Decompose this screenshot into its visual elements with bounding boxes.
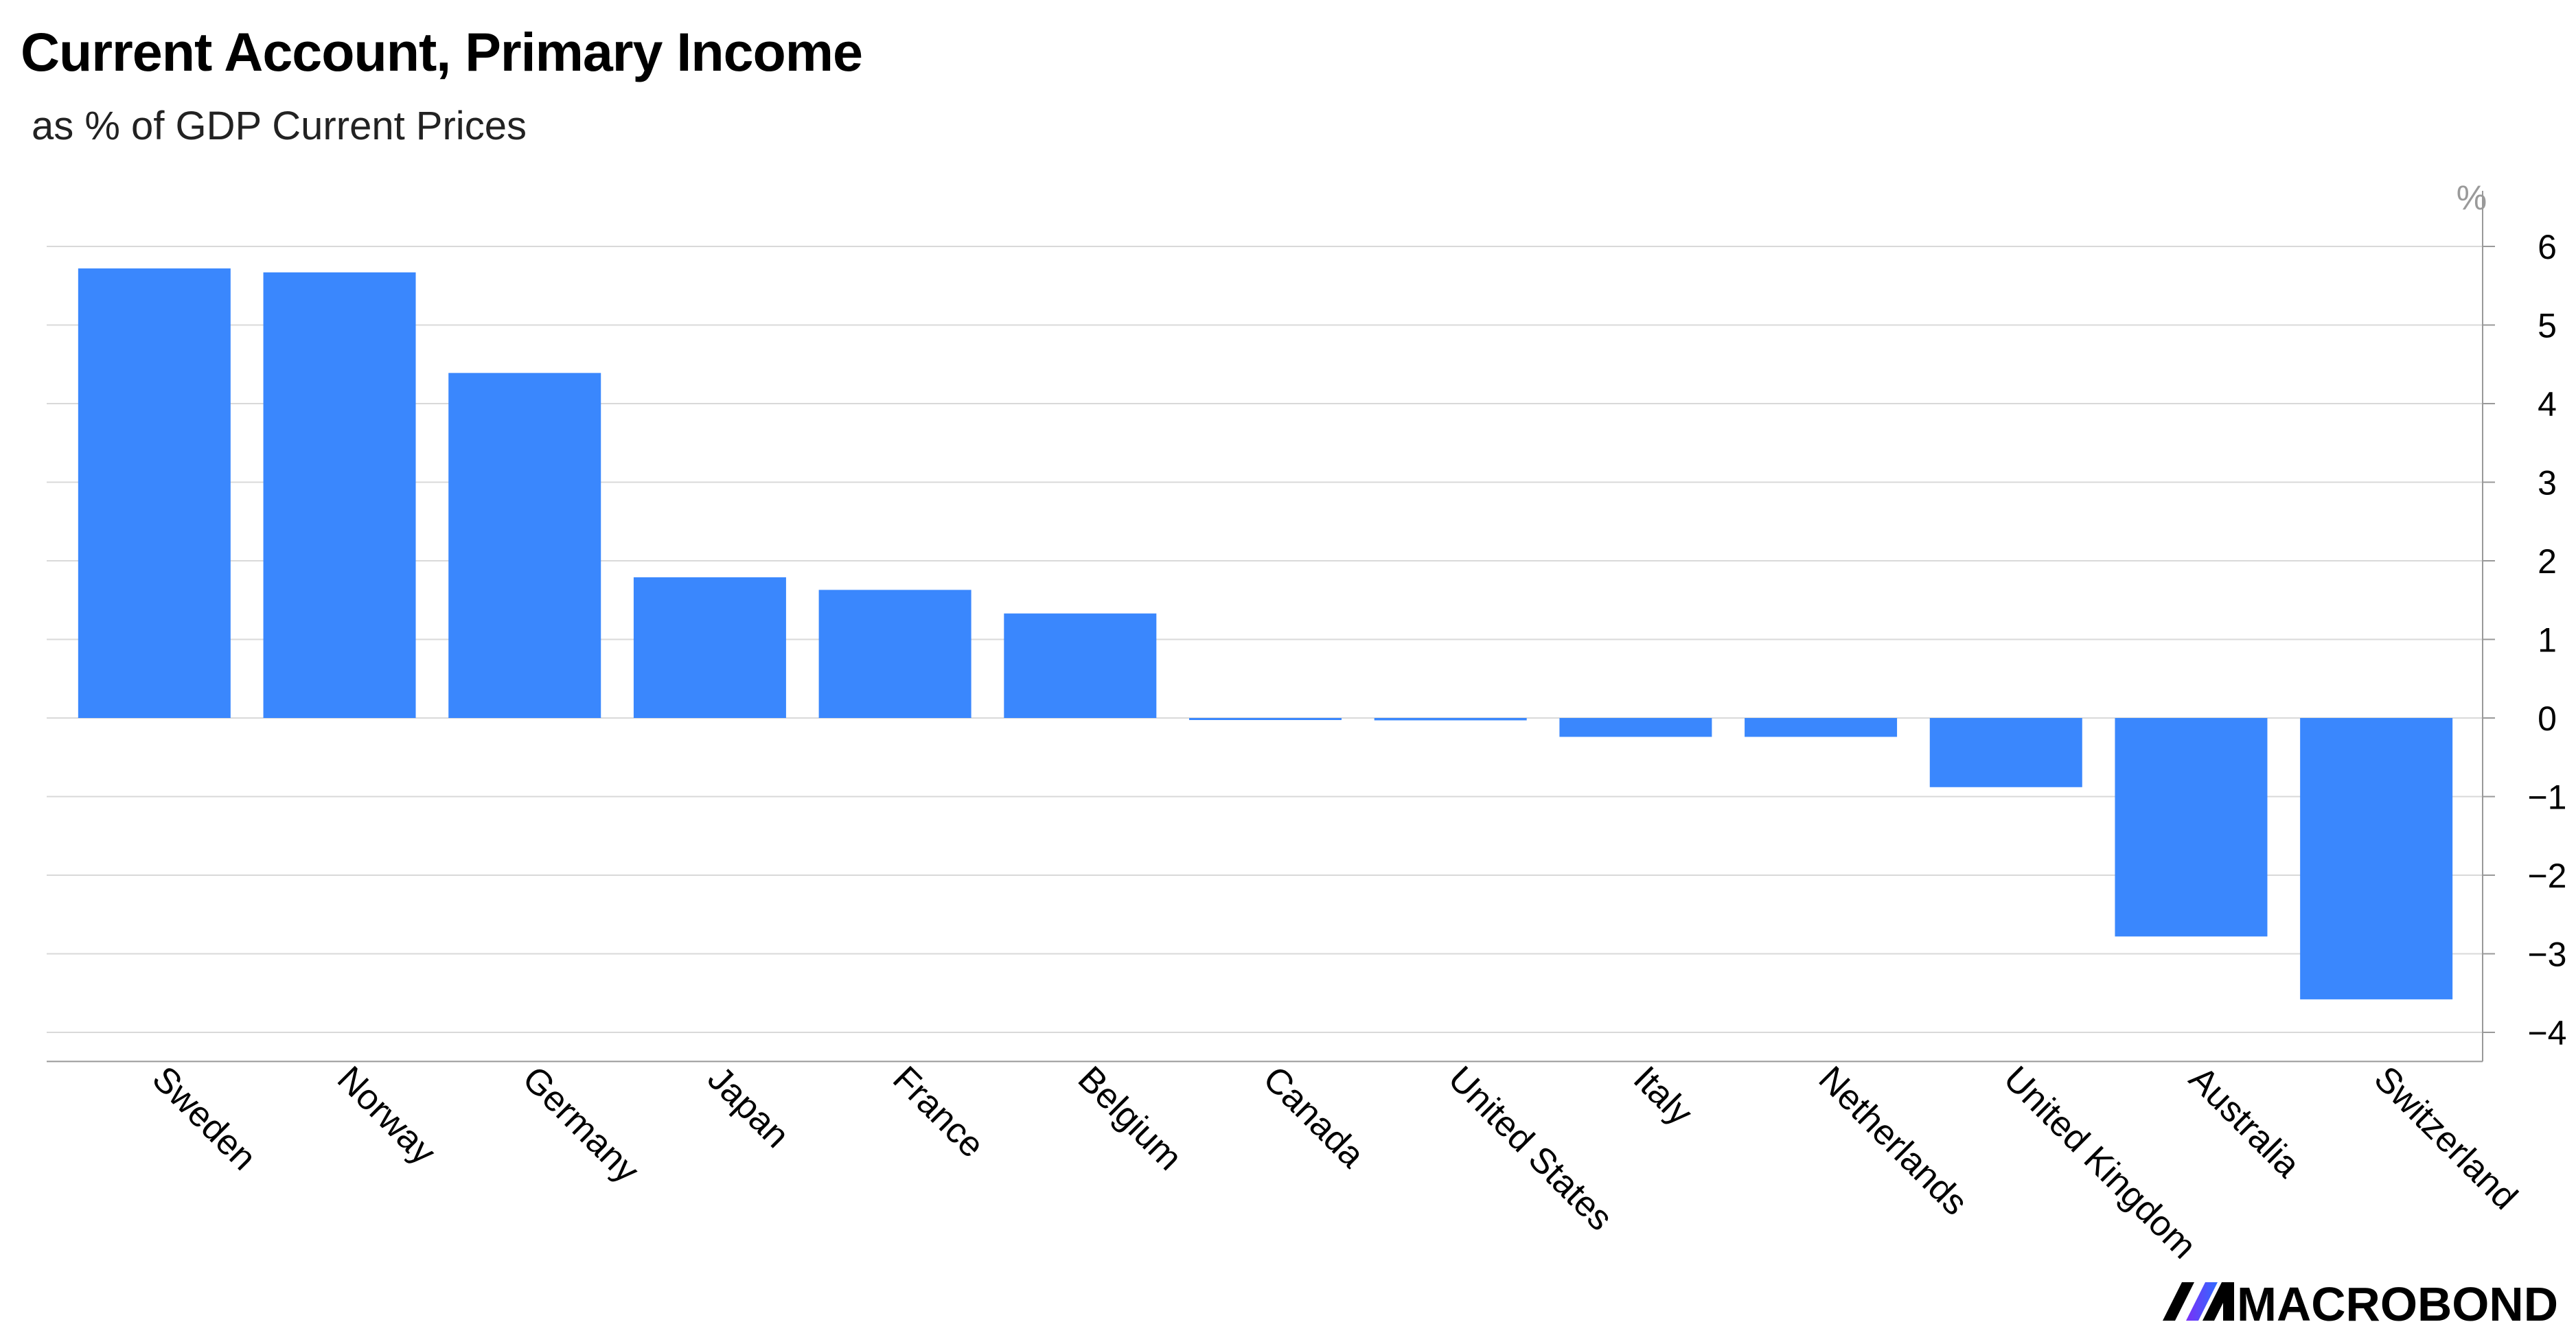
chart-subtitle: as % of GDP Current Prices <box>32 104 527 148</box>
x-tick-label: Switzerland <box>2367 1058 2525 1217</box>
bar-netherlands <box>1745 718 1898 737</box>
x-tick-label: Canada <box>1256 1058 1372 1175</box>
macrobond-logo: MACROBOND <box>2163 1278 2558 1322</box>
bar-belgium <box>1004 613 1157 718</box>
x-tick-label: Belgium <box>1070 1058 1190 1178</box>
bar-united-kingdom <box>1929 718 2082 787</box>
x-tick-label: Italy <box>1626 1058 1700 1133</box>
chart-title: Current Account, Primary Income <box>21 21 863 82</box>
bar-france <box>818 590 971 718</box>
logo-mark-icon <box>2163 1282 2194 1321</box>
bar-norway <box>263 272 416 718</box>
bar-japan <box>633 577 786 718</box>
bars <box>78 268 2453 999</box>
y-tick-label: 5 <box>2538 307 2557 345</box>
x-tick-label: United States <box>1440 1058 1620 1238</box>
logo-mark-accent-icon <box>2186 1282 2218 1321</box>
y-tick-label: −1 <box>2527 778 2566 817</box>
y-tick-label: 3 <box>2538 464 2557 502</box>
bar-germany <box>448 373 601 718</box>
y-tick-label: −4 <box>2527 1014 2566 1052</box>
y-tick-label: 1 <box>2538 621 2557 660</box>
bar-canada <box>1189 718 1342 720</box>
x-tick-label: Australia <box>2181 1058 2308 1185</box>
x-tick-label: Germany <box>515 1058 647 1190</box>
y-tick-label: −2 <box>2527 857 2566 895</box>
bar-australia <box>2115 718 2268 937</box>
y-axis: 6 5 4 3 2 1 0 −1 −2 −3 −4 <box>47 191 2567 1063</box>
x-axis-labels: Sweden Norway Germany Japan France Belgium Can… <box>144 1058 2525 1266</box>
x-tick-label: United Kingdom <box>1996 1058 2204 1266</box>
y-unit-label: % <box>2457 178 2487 217</box>
x-tick-label: Japan <box>700 1058 796 1155</box>
bar-united-states <box>1374 718 1527 721</box>
x-tick-label: Netherlands <box>1811 1058 1975 1223</box>
y-tick-label: 4 <box>2538 385 2557 424</box>
y-tick-label: 2 <box>2538 542 2557 581</box>
bar-sweden <box>78 268 231 718</box>
bar-italy <box>1559 718 1712 737</box>
y-tick-label: 0 <box>2538 699 2557 738</box>
y-tick-label: 6 <box>2538 228 2557 266</box>
logo-text: MACROBOND <box>2237 1278 2558 1322</box>
x-tick-label: Norway <box>330 1058 444 1172</box>
x-tick-label: Sweden <box>144 1058 264 1178</box>
x-tick-label: France <box>885 1058 991 1165</box>
bar-switzerland <box>2300 718 2453 999</box>
y-tick-label: −3 <box>2527 936 2566 974</box>
